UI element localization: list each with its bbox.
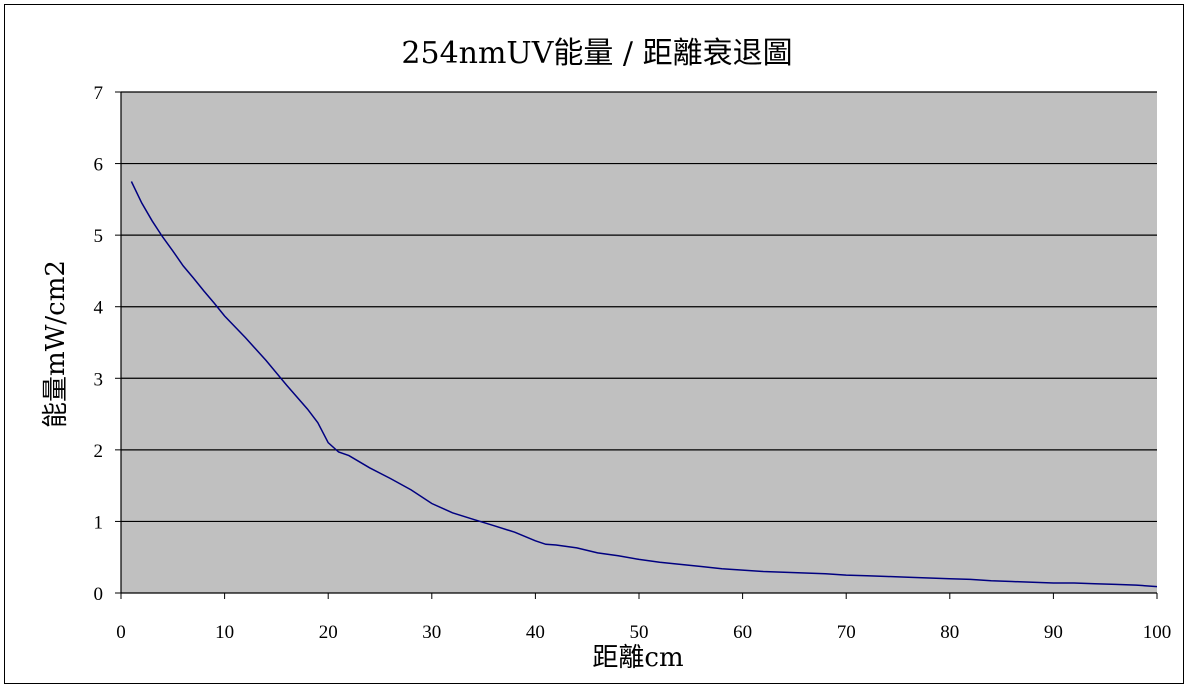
gridlines <box>115 91 1158 599</box>
y-tick-labels: 0 1 2 3 4 5 6 7 <box>94 83 104 605</box>
y-tick-label-6: 6 <box>94 155 104 176</box>
chart-title: 254nmUV能量 / 距離衰退圖 <box>401 36 792 71</box>
y-tick-label-4: 4 <box>94 298 104 319</box>
x-tick-label-100: 100 <box>1143 622 1172 643</box>
x-tick-label-90: 90 <box>1044 622 1063 643</box>
y-tick-label-1: 1 <box>94 512 104 533</box>
plot-area <box>121 92 1157 593</box>
x-axis-label: 距離cm <box>592 643 683 673</box>
y-tick-label-3: 3 <box>94 369 104 390</box>
series-line <box>130 181 1158 588</box>
x-tick-label-80: 80 <box>940 622 959 643</box>
y-tick-label-5: 5 <box>94 226 104 247</box>
y-tick-label-2: 2 <box>94 441 104 462</box>
y-tick-label-7: 7 <box>94 83 104 104</box>
axes <box>120 92 1157 594</box>
x-tick-label-20: 20 <box>319 622 338 643</box>
x-tick-label-0: 0 <box>116 622 126 643</box>
x-tick-label-50: 50 <box>630 622 649 643</box>
x-tick-label-30: 30 <box>422 622 441 643</box>
x-tick-label-40: 40 <box>526 622 545 643</box>
x-tick-labels: 0 10 20 30 40 50 60 70 80 90 100 <box>116 622 1171 643</box>
y-tick-label-0: 0 <box>94 584 104 605</box>
y-axis-label: 能量mW/cm2 <box>41 260 71 428</box>
x-tick-label-60: 60 <box>733 622 752 643</box>
x-tick-label-10: 10 <box>215 622 234 643</box>
x-tick-label-70: 70 <box>837 622 856 643</box>
